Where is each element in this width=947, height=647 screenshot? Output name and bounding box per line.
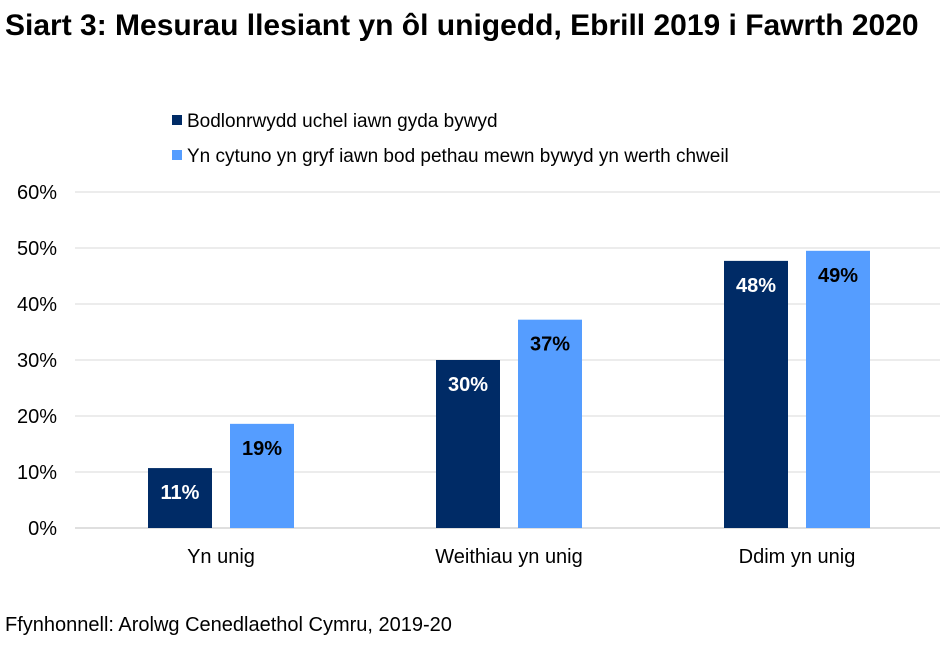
- bar: [148, 468, 212, 528]
- y-tick-label: 40%: [17, 294, 57, 316]
- bar: [518, 319, 582, 528]
- x-tick-label: Weithiau yn unig: [435, 546, 583, 568]
- y-tick-label: 30%: [17, 350, 57, 372]
- data-label: 30%: [448, 374, 488, 396]
- y-tick-label: 20%: [17, 406, 57, 428]
- bar: [806, 250, 870, 529]
- x-tick-label: Yn unig: [187, 546, 255, 568]
- legend-label: Bodlonrwydd uchel iawn gyda bywyd: [187, 111, 498, 132]
- bar: [436, 360, 500, 528]
- data-label: 49%: [818, 265, 858, 287]
- y-tick-label: 60%: [17, 182, 57, 204]
- bar: [724, 260, 788, 528]
- y-tick-label: 0%: [28, 518, 57, 540]
- data-label: 37%: [530, 334, 570, 356]
- y-tick-label: 10%: [17, 462, 57, 484]
- legend-label: Yn cytuno yn gryf iawn bod pethau mewn b…: [187, 146, 729, 167]
- legend-swatch: [172, 150, 182, 160]
- y-tick-label: 50%: [17, 238, 57, 260]
- bar: [230, 423, 294, 528]
- data-label: 48%: [736, 275, 776, 297]
- chart-title: Siart 3: Mesurau llesiant yn ôl unigedd,…: [5, 9, 919, 42]
- data-label: 11%: [161, 482, 200, 504]
- x-tick-label: Ddim yn unig: [739, 546, 856, 568]
- data-label: 19%: [242, 438, 282, 460]
- legend-swatch: [172, 115, 182, 125]
- source-note: Ffynhonnell: Arolwg Cenedlaethol Cymru, …: [5, 614, 452, 636]
